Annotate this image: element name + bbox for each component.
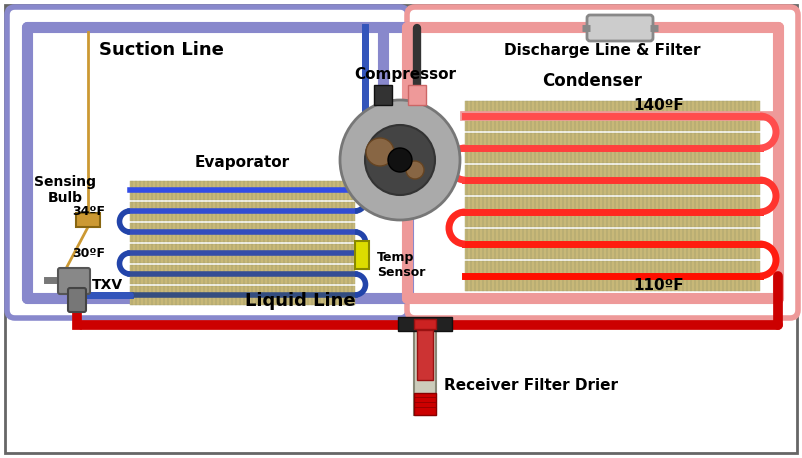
Text: 110ºF: 110ºF xyxy=(634,278,684,293)
Bar xyxy=(414,319,436,329)
Circle shape xyxy=(388,148,412,172)
Bar xyxy=(355,241,369,269)
Text: Condenser: Condenser xyxy=(542,72,642,90)
Text: TXV: TXV xyxy=(92,278,124,292)
FancyBboxPatch shape xyxy=(7,7,408,318)
Bar xyxy=(130,223,355,242)
FancyBboxPatch shape xyxy=(58,268,90,294)
Text: Evaporator: Evaporator xyxy=(195,155,290,170)
Bar xyxy=(465,165,760,195)
Bar xyxy=(130,244,355,263)
Bar xyxy=(414,325,436,415)
Text: Receiver Filter Drier: Receiver Filter Drier xyxy=(444,377,618,393)
Text: Compressor: Compressor xyxy=(354,67,456,82)
Bar xyxy=(465,101,760,131)
Bar xyxy=(130,202,355,221)
Bar xyxy=(465,229,760,259)
Bar xyxy=(130,181,355,200)
Circle shape xyxy=(365,125,435,195)
FancyBboxPatch shape xyxy=(587,15,653,41)
Bar xyxy=(130,286,355,305)
Text: Temp
Sensor: Temp Sensor xyxy=(377,251,425,279)
Text: Suction Line: Suction Line xyxy=(99,41,224,59)
FancyBboxPatch shape xyxy=(68,288,86,312)
Circle shape xyxy=(340,100,460,220)
Bar xyxy=(374,85,392,105)
Circle shape xyxy=(406,161,424,179)
FancyBboxPatch shape xyxy=(407,7,798,318)
Bar xyxy=(465,133,760,163)
Bar xyxy=(130,265,355,284)
Text: 30ºF: 30ºF xyxy=(72,247,105,260)
Bar xyxy=(417,330,433,380)
Text: 34ºF: 34ºF xyxy=(72,205,105,218)
Text: Discharge Line & Filter: Discharge Line & Filter xyxy=(504,43,701,58)
Circle shape xyxy=(366,138,394,166)
Text: Sensing
Bulb: Sensing Bulb xyxy=(34,175,96,205)
Bar xyxy=(465,261,760,291)
Bar xyxy=(398,317,452,331)
Text: Liquid Line: Liquid Line xyxy=(245,292,355,310)
Bar xyxy=(465,197,760,227)
Text: 140ºF: 140ºF xyxy=(634,98,684,113)
Bar xyxy=(414,393,436,415)
Bar xyxy=(76,213,100,227)
Bar xyxy=(408,85,426,105)
